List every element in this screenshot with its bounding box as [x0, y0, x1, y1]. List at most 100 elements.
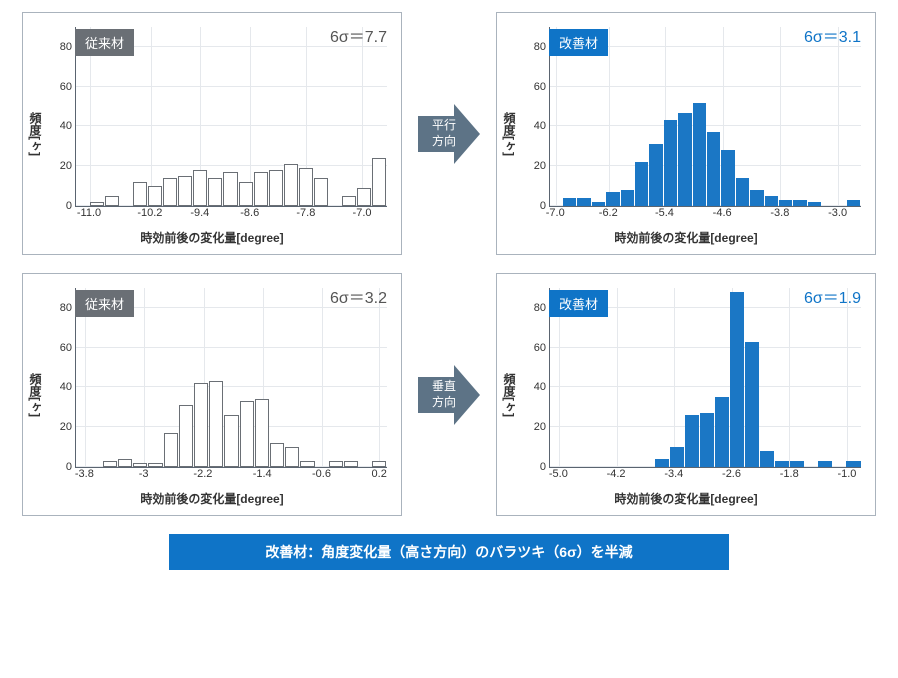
- x-tick-label: -3: [139, 468, 149, 480]
- y-tick-label: 0: [42, 200, 72, 212]
- histogram-bar: [209, 381, 223, 467]
- x-tick-label: -4.6: [713, 207, 732, 219]
- histogram-bar: [693, 103, 706, 206]
- x-tick-label: -1.8: [780, 468, 799, 480]
- histogram-bar: [269, 170, 283, 206]
- histogram-bar: [685, 415, 699, 467]
- histogram-bar: [239, 182, 253, 206]
- x-tick-label: -5.0: [549, 468, 568, 480]
- histogram-bar: [223, 172, 237, 206]
- x-tick-label: -10.2: [137, 207, 162, 219]
- histogram-bar: [284, 164, 298, 206]
- histogram-bar: [635, 162, 648, 206]
- histogram-bar: [300, 461, 314, 467]
- histogram-bar: [818, 461, 832, 467]
- y-tick-label: 80: [516, 41, 546, 53]
- material-badge: 改善材: [549, 290, 608, 317]
- histogram-bar: [760, 451, 774, 467]
- x-axis-label: 時効前後の変化量[degree]: [505, 490, 867, 507]
- y-tick-label: 40: [516, 381, 546, 393]
- histogram-bar: [179, 405, 193, 467]
- histogram-bar: [715, 397, 729, 467]
- histogram-bar: [163, 178, 177, 206]
- x-tick-label: -3.4: [664, 468, 683, 480]
- sigma-label: 6σ＝7.7: [330, 23, 387, 47]
- y-tick-label: 0: [516, 200, 546, 212]
- y-tick-label: 60: [516, 342, 546, 354]
- histogram-bar: [621, 190, 634, 206]
- histogram-bar: [649, 144, 662, 206]
- material-badge: 改善材: [549, 29, 608, 56]
- x-tick-label: -3.8: [75, 468, 94, 480]
- y-tick-label: 0: [42, 461, 72, 473]
- histogram-bar: [178, 176, 192, 206]
- y-tick-label: 80: [42, 302, 72, 314]
- histogram-bar: [224, 415, 238, 467]
- histogram-bar: [285, 447, 299, 467]
- x-tick-label: -11.0: [77, 207, 101, 219]
- x-tick-label: -1.4: [253, 468, 272, 480]
- x-tick-label: 0.2: [372, 468, 387, 480]
- histogram-bar: [779, 200, 792, 206]
- x-axis-label: 時効前後の変化量[degree]: [31, 490, 393, 507]
- y-tick-label: 40: [516, 120, 546, 132]
- histogram-bar: [790, 461, 804, 467]
- caption-bar: 改善材：角度変化量（高さ方向）のバラツキ（6σ）を半減: [169, 534, 729, 570]
- sigma-label: 6σ＝1.9: [804, 284, 861, 308]
- y-tick-label: 20: [42, 421, 72, 433]
- histogram-bar: [655, 459, 669, 467]
- y-tick-label: 20: [516, 421, 546, 433]
- y-tick-label: 60: [516, 81, 546, 93]
- y-tick-label: 40: [42, 381, 72, 393]
- histogram-bar: [745, 342, 759, 467]
- histogram-bar: [765, 196, 778, 206]
- histogram-bar: [664, 120, 677, 206]
- histogram-bar: [133, 463, 147, 467]
- x-tick-label: -0.6: [312, 468, 331, 480]
- arrow-label: 平行方向: [418, 104, 480, 164]
- y-tick-label: 0: [516, 461, 546, 473]
- chart-panel: 頻度[ヶ]改善材6σ＝1.9020406080-5.0-4.2-3.4-2.6-…: [496, 273, 876, 516]
- x-tick-label: -4.2: [607, 468, 626, 480]
- histogram-bar: [775, 461, 789, 467]
- x-tick-label: -6.2: [599, 207, 618, 219]
- x-tick-label: -7.0: [353, 207, 372, 219]
- histogram-bar: [194, 383, 208, 467]
- histogram-bar: [846, 461, 860, 467]
- material-badge: 従来材: [75, 290, 134, 317]
- histogram-bar: [270, 443, 284, 467]
- x-tick-label: -2.6: [722, 468, 741, 480]
- x-tick-label: -3.8: [770, 207, 789, 219]
- histogram-bar: [730, 292, 744, 467]
- x-tick-label: -7.8: [296, 207, 315, 219]
- x-tick-label: -3.0: [828, 207, 847, 219]
- x-axis-label: 時効前後の変化量[degree]: [505, 229, 867, 246]
- chart-panel: 頻度[ヶ]従来材6σ＝7.7020406080-11.0-10.2-9.4-8.…: [22, 12, 402, 255]
- histogram-bar: [670, 447, 684, 467]
- histogram-bar: [164, 433, 178, 467]
- arrow-cell: 平行方向: [414, 12, 484, 255]
- y-tick-label: 60: [42, 81, 72, 93]
- histogram-bar: [344, 461, 358, 467]
- histogram-bar: [707, 132, 720, 206]
- histogram-bar: [314, 178, 328, 206]
- y-tick-label: 80: [42, 41, 72, 53]
- y-tick-label: 20: [516, 160, 546, 172]
- arrow-cell: 垂直方向: [414, 273, 484, 516]
- x-tick-label: -1.0: [837, 468, 856, 480]
- histogram-bar: [793, 200, 806, 206]
- histogram-bar: [299, 168, 313, 206]
- histogram-bar: [592, 202, 605, 206]
- x-tick-label: -2.2: [193, 468, 212, 480]
- sigma-label: 6σ＝3.1: [804, 23, 861, 47]
- histogram-bar: [105, 196, 119, 206]
- histogram-bar: [372, 461, 386, 467]
- histogram-bar: [240, 401, 254, 467]
- x-tick-label: -9.4: [190, 207, 209, 219]
- x-tick-label: -5.4: [655, 207, 674, 219]
- histogram-bar: [148, 463, 162, 467]
- histogram-bar: [103, 461, 117, 467]
- x-tick-label: -7.0: [546, 207, 565, 219]
- histogram-bar: [678, 113, 691, 206]
- chart-panel: 頻度[ヶ]改善材6σ＝3.1020406080-7.0-6.2-5.4-4.6-…: [496, 12, 876, 255]
